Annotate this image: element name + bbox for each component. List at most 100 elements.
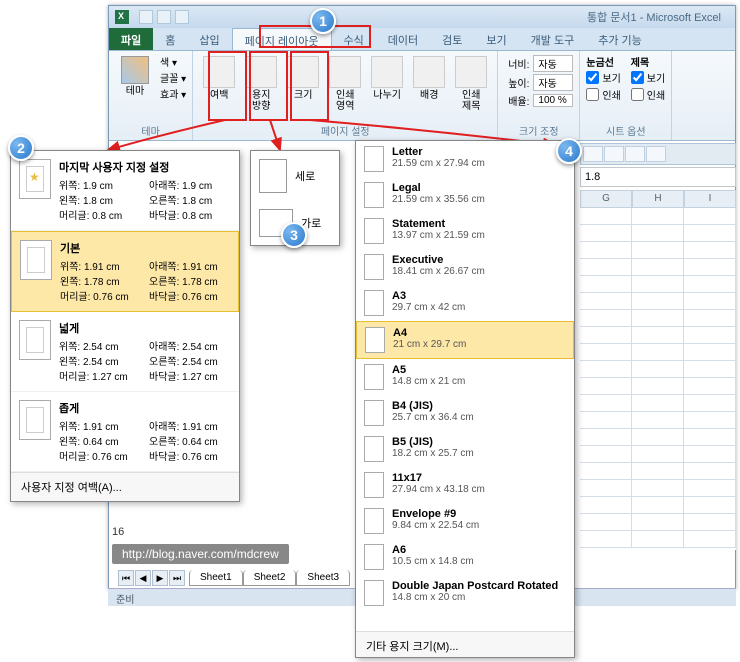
size-item[interactable]: Statement13.97 cm x 21.59 cm [356, 213, 574, 249]
size-item[interactable]: A514.8 cm x 21 cm [356, 359, 574, 395]
size-thumb-icon [364, 290, 384, 316]
group-sheetoptions: 눈금선 보기 인쇄 제목 보기 인쇄 시트 옵션 [580, 51, 672, 140]
sheet-nav-next[interactable]: ▶ [152, 570, 168, 586]
margins-icon [203, 56, 235, 88]
badge-1: 1 [310, 8, 336, 34]
size-item[interactable]: 11x1727.94 cm x 43.18 cm [356, 467, 574, 503]
col-header-i[interactable]: I [684, 190, 736, 208]
size-item[interactable]: Envelope #99.84 cm x 22.54 cm [356, 503, 574, 539]
more-sizes-button[interactable]: 기타 용지 크기(M)... [356, 631, 574, 658]
margin-item-normal[interactable]: 기본 위쪽: 1.91 cm아래쪽: 1.91 cm 왼쪽: 1.78 cm오른… [11, 231, 239, 312]
gridlines-print-checkbox[interactable] [586, 88, 599, 101]
margin-thumb-icon [19, 320, 51, 360]
size-item[interactable]: A329.7 cm x 42 cm [356, 285, 574, 321]
qat-undo-icon[interactable] [157, 10, 171, 24]
gridlines-view-checkbox[interactable] [586, 71, 599, 84]
custom-margins-button[interactable]: 사용자 지정 여백(A)... [11, 472, 239, 501]
size-thumb-icon [364, 472, 384, 498]
orient-portrait[interactable]: 세로 [251, 151, 339, 201]
col-header-h[interactable]: H [632, 190, 684, 208]
background-icon [413, 56, 445, 88]
height-select[interactable]: 자동 [533, 74, 573, 91]
size-thumb-icon [364, 146, 384, 172]
view-normal-icon[interactable] [583, 146, 603, 162]
ribbon-tabs: 파일 홈 삽입 페이지 레이아웃 수식 데이터 검토 보기 개발 도구 추가 기… [109, 28, 735, 51]
margin-thumb-icon [19, 159, 51, 199]
url-watermark: http://blog.naver.com/mdcrew [112, 544, 289, 564]
margin-item-narrow[interactable]: 좁게 위쪽: 1.91 cm아래쪽: 1.91 cm 왼쪽: 0.64 cm오른… [11, 392, 239, 472]
tab-formulas[interactable]: 수식 [332, 28, 376, 50]
size-thumb-icon [364, 182, 384, 208]
tab-insert[interactable]: 삽입 [187, 28, 231, 50]
badge-4: 4 [556, 138, 582, 164]
tab-file[interactable]: 파일 [109, 28, 153, 50]
sheet-tab-1[interactable]: Sheet1 [189, 570, 243, 586]
size-item[interactable]: Executive18.41 cm x 26.67 cm [356, 249, 574, 285]
size-item[interactable]: Double Japan Postcard Rotated14.8 cm x 2… [356, 575, 574, 611]
margins-button[interactable]: 여백 [199, 54, 239, 114]
sheet-tab-2[interactable]: Sheet2 [243, 570, 297, 586]
ribbon: 테마 색 ▾ 글꼴 ▾ 효과 ▾ 테마 여백 용지 방향 크기 인쇄 영역 나누… [109, 51, 735, 141]
size-item[interactable]: B5 (JIS)18.2 cm x 25.7 cm [356, 431, 574, 467]
size-item[interactable]: Letter21.59 cm x 27.94 cm [356, 141, 574, 177]
size-thumb-icon [365, 327, 385, 353]
sheet-tabs: ⏮ ◀ ▶ ⏭ Sheet1 Sheet2 Sheet3 [118, 570, 350, 586]
size-item[interactable]: Legal21.59 cm x 35.56 cm [356, 177, 574, 213]
margin-item-last[interactable]: 마지막 사용자 지정 설정 위쪽: 1.9 cm아래쪽: 1.9 cm 왼쪽: … [11, 151, 239, 231]
size-item[interactable]: A610.5 cm x 14.8 cm [356, 539, 574, 575]
headings-view-checkbox[interactable] [631, 71, 644, 84]
badge-2: 2 [8, 135, 34, 161]
sheet-nav-last[interactable]: ⏭ [169, 570, 185, 586]
group-pagesetup: 여백 용지 방향 크기 인쇄 영역 나누기 배경 인쇄 제목 페이지 설정 [193, 51, 498, 140]
margin-item-wide[interactable]: 넓게 위쪽: 2.54 cm아래쪽: 2.54 cm 왼쪽: 2.54 cm오른… [11, 312, 239, 392]
printtitles-icon [455, 56, 487, 88]
breaks-button[interactable]: 나누기 [367, 54, 407, 114]
tab-data[interactable]: 데이터 [376, 28, 430, 50]
size-list: Letter21.59 cm x 27.94 cmLegal21.59 cm x… [356, 141, 574, 631]
view-break-icon[interactable] [625, 146, 645, 162]
printtitles-button[interactable]: 인쇄 제목 [451, 54, 491, 114]
sheet-nav-first[interactable]: ⏮ [118, 570, 134, 586]
tab-addins[interactable]: 추가 기능 [586, 28, 654, 50]
tab-developer[interactable]: 개발 도구 [519, 28, 587, 50]
orientation-button[interactable]: 용지 방향 [241, 54, 281, 114]
theme-colors-button[interactable]: 색 ▾ [157, 54, 186, 69]
sheet-tab-3[interactable]: Sheet3 [296, 570, 350, 586]
theme-fonts-button[interactable]: 글꼴 ▾ [157, 70, 186, 85]
tab-view[interactable]: 보기 [474, 28, 518, 50]
theme-effects-button[interactable]: 효과 ▾ [157, 86, 186, 101]
view-custom-icon[interactable] [646, 146, 666, 162]
printarea-button[interactable]: 인쇄 영역 [325, 54, 365, 114]
view-layout-icon[interactable] [604, 146, 624, 162]
headings-print-checkbox[interactable] [631, 88, 644, 101]
size-thumb-icon [364, 400, 384, 426]
background-button[interactable]: 배경 [409, 54, 449, 114]
tab-review[interactable]: 검토 [430, 28, 474, 50]
formula-bar[interactable]: 1.8 [580, 167, 736, 187]
excel-icon [115, 10, 129, 24]
view-switcher [580, 143, 736, 165]
qat-redo-icon[interactable] [175, 10, 189, 24]
scale-input[interactable]: 100 % [533, 94, 573, 107]
printarea-icon [329, 56, 361, 88]
sheet-nav-prev[interactable]: ◀ [135, 570, 151, 586]
size-dropdown: Letter21.59 cm x 27.94 cmLegal21.59 cm x… [355, 140, 575, 658]
tab-home[interactable]: 홈 [153, 28, 187, 50]
size-button[interactable]: 크기 [283, 54, 323, 114]
margin-thumb-icon [19, 400, 51, 440]
row-label-16: 16 [112, 526, 124, 538]
group-themes: 테마 색 ▾ 글꼴 ▾ 효과 ▾ 테마 [109, 51, 193, 140]
qat-save-icon[interactable] [139, 10, 153, 24]
worksheet-grid[interactable]: G H I [580, 190, 736, 550]
themes-button[interactable]: 테마 [115, 54, 155, 101]
size-icon [287, 56, 319, 88]
group-scalefit: 너비:자동 높이:자동 배율:100 % 크기 조정 [498, 51, 580, 140]
col-header-g[interactable]: G [580, 190, 632, 208]
window-title: 통합 문서1 - Microsoft Excel [587, 9, 721, 25]
size-item[interactable]: A421 cm x 29.7 cm [356, 321, 574, 359]
size-thumb-icon [364, 254, 384, 280]
badge-3: 3 [281, 222, 307, 248]
size-thumb-icon [364, 508, 384, 534]
size-item[interactable]: B4 (JIS)25.7 cm x 36.4 cm [356, 395, 574, 431]
width-select[interactable]: 자동 [533, 55, 573, 72]
